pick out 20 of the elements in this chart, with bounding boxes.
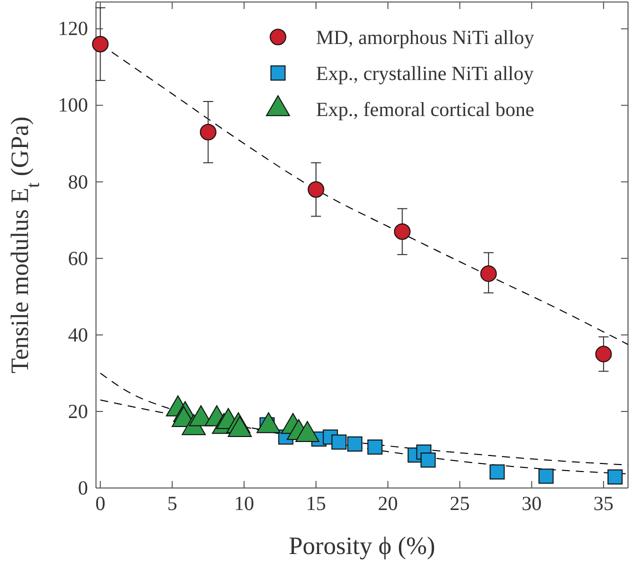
y-tick-label: 40 [68, 324, 88, 346]
x-tick-label: 25 [450, 493, 470, 516]
x-tick-label: 20 [378, 493, 398, 516]
y-tick-label: 0 [78, 477, 88, 500]
x-tick-label: 15 [306, 493, 326, 516]
legend-label: Exp., femoral cortical bone [316, 99, 534, 121]
x-tick-label: 0 [95, 493, 106, 516]
y-tick-label: 80 [68, 171, 88, 194]
y-tick-label: 100 [58, 94, 88, 117]
legend-label: Exp., crystalline NiTi alloy [316, 63, 534, 85]
x-tick-label: 10 [234, 493, 254, 516]
x-tick-label: 30 [522, 493, 542, 516]
y-tick-label: 60 [68, 248, 88, 270]
legend-label: MD, amorphous NiTi alloy [316, 27, 534, 49]
line-series [100, 372, 628, 474]
y-tick-label: 120 [58, 18, 88, 40]
y-tick-label: 20 [68, 400, 88, 423]
x-axis-title: Porosity ϕ (%) [288, 533, 436, 560]
x-tick-label: 35 [594, 493, 614, 516]
x-tick-label: 5 [167, 493, 178, 516]
